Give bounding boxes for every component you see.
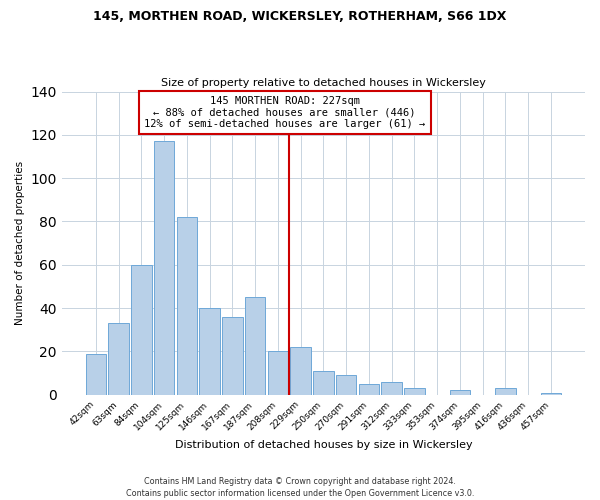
Bar — [131, 265, 152, 394]
Text: Contains HM Land Registry data © Crown copyright and database right 2024.
Contai: Contains HM Land Registry data © Crown c… — [126, 476, 474, 498]
Bar — [450, 390, 470, 394]
Bar — [313, 371, 334, 394]
Bar — [199, 308, 220, 394]
Text: 145 MORTHEN ROAD: 227sqm
← 88% of detached houses are smaller (446)
12% of semi-: 145 MORTHEN ROAD: 227sqm ← 88% of detach… — [144, 96, 425, 129]
Bar — [245, 298, 265, 394]
Bar — [541, 392, 561, 394]
Bar — [290, 347, 311, 395]
Bar — [176, 217, 197, 394]
Y-axis label: Number of detached properties: Number of detached properties — [15, 161, 25, 325]
Bar — [109, 324, 129, 394]
Bar — [86, 354, 106, 395]
Bar — [382, 382, 402, 394]
Bar — [268, 352, 288, 395]
Bar — [336, 375, 356, 394]
Bar — [154, 142, 175, 394]
Text: 145, MORTHEN ROAD, WICKERSLEY, ROTHERHAM, S66 1DX: 145, MORTHEN ROAD, WICKERSLEY, ROTHERHAM… — [94, 10, 506, 23]
Bar — [359, 384, 379, 394]
X-axis label: Distribution of detached houses by size in Wickersley: Distribution of detached houses by size … — [175, 440, 472, 450]
Bar — [404, 388, 425, 394]
Title: Size of property relative to detached houses in Wickersley: Size of property relative to detached ho… — [161, 78, 486, 88]
Bar — [222, 317, 242, 394]
Bar — [495, 388, 516, 394]
